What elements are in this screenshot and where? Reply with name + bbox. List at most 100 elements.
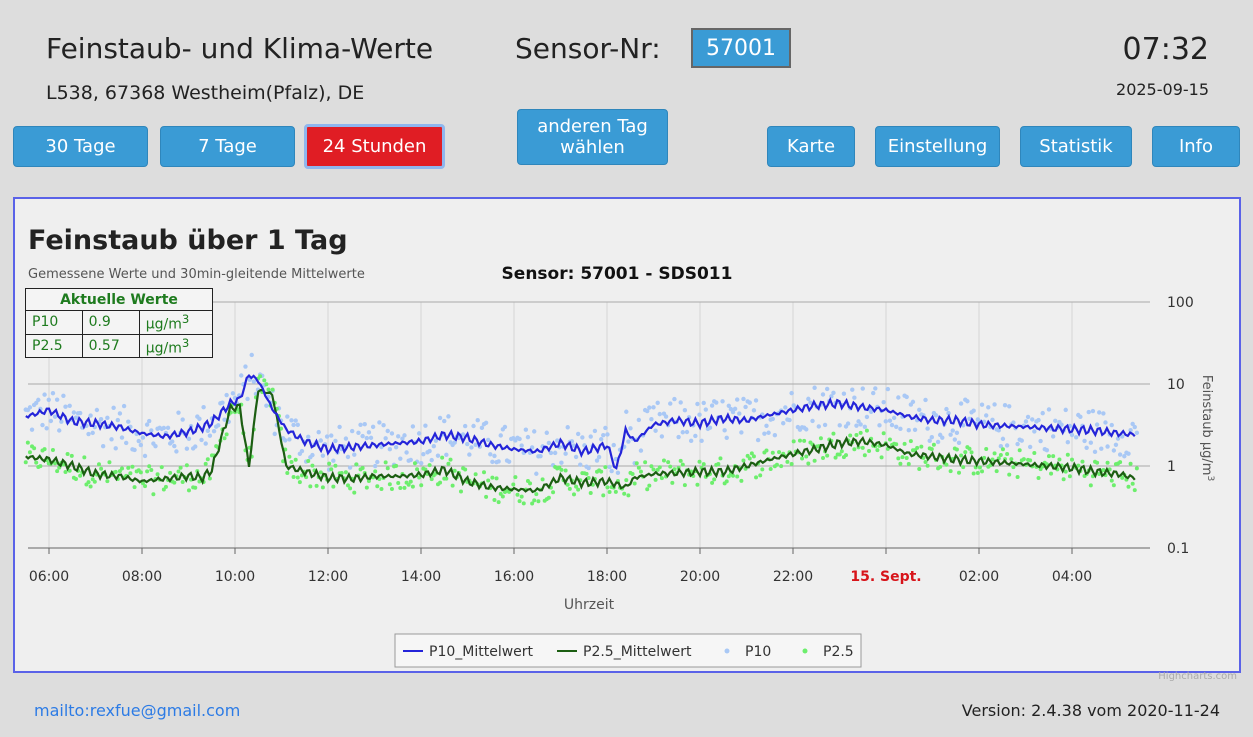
p25-point: [222, 436, 227, 441]
p25-point: [438, 480, 443, 485]
p10-point: [431, 444, 436, 449]
p10-point: [111, 405, 116, 411]
p25-point: [977, 465, 982, 470]
p10-point: [950, 428, 955, 433]
p25-point: [50, 447, 55, 452]
p10-point: [770, 416, 775, 422]
p10-point: [184, 446, 190, 451]
p25-point: [86, 480, 91, 485]
p25-point: [751, 454, 756, 459]
p10-point: [841, 391, 847, 396]
p10-point: [132, 447, 137, 453]
p10-point: [1073, 435, 1079, 440]
p10-point: [862, 424, 868, 430]
p25-point: [320, 485, 325, 490]
24-hours-button[interactable]: 24 Stunden: [304, 124, 445, 169]
p25-point: [1049, 471, 1054, 476]
p25-point: [739, 478, 744, 483]
p10-point: [883, 419, 888, 424]
p10-point: [1011, 420, 1016, 425]
p25-point: [818, 436, 823, 441]
p25-point: [266, 387, 271, 392]
p25-point: [990, 457, 995, 462]
p10-point: [1065, 440, 1071, 445]
legend-item-p10[interactable]: P10: [724, 644, 772, 660]
p25-point: [1105, 460, 1110, 465]
p25-point: [929, 447, 934, 452]
p25-point: [287, 454, 292, 459]
info-button[interactable]: Info: [1152, 126, 1240, 167]
other-day-button[interactable]: anderen Tag wählen: [517, 109, 668, 165]
p10-point: [586, 465, 591, 471]
p10-point: [366, 430, 372, 435]
statistics-button[interactable]: Statistik: [1020, 126, 1132, 167]
p25-point: [297, 480, 302, 485]
p25-point: [904, 456, 909, 461]
p10-point: [1097, 410, 1102, 415]
p10-point: [1023, 419, 1029, 424]
row-value: 0.57: [81, 333, 140, 359]
p10-point: [343, 436, 349, 441]
p10-point: [732, 406, 738, 412]
p10-point: [86, 431, 91, 437]
p10-point: [611, 442, 616, 448]
other-day-label-1: anderen Tag: [537, 116, 648, 137]
p10-point: [1019, 438, 1024, 443]
y-axis-label: Feinstaub µg/m3: [1199, 375, 1215, 481]
address: L538, 67368 Westheim(Pfalz), DE: [46, 82, 365, 104]
p25-point: [385, 466, 390, 471]
sensor-title: Sensor: 57001 - SDS011: [502, 264, 733, 284]
legend-item-p10-mean[interactable]: P10_Mittelwert: [403, 644, 534, 660]
p25-point: [352, 490, 357, 495]
chart-credits[interactable]: Highcharts.com: [1158, 671, 1237, 682]
p25-point: [96, 462, 101, 467]
p10-point: [498, 433, 503, 438]
p10-point: [605, 432, 610, 437]
p25-point: [178, 465, 183, 470]
p10-point: [655, 400, 660, 406]
map-button[interactable]: Karte: [767, 126, 855, 167]
p25-point: [864, 428, 869, 433]
p25-point: [607, 489, 612, 494]
p10-point: [337, 424, 342, 430]
p10-point: [850, 387, 855, 392]
settings-button[interactable]: Einstellung: [875, 126, 1000, 167]
p25-point: [417, 475, 422, 480]
p25-point: [159, 465, 164, 470]
p10-point: [320, 453, 326, 458]
p10-point: [389, 431, 395, 436]
p25-point: [180, 480, 185, 485]
p10-point: [272, 431, 277, 437]
y-axis-label-sup: 3: [1205, 475, 1215, 481]
legend-item-p25[interactable]: P2.5: [802, 644, 854, 660]
p25-point: [563, 468, 568, 473]
p10-point: [419, 461, 424, 466]
p10-point: [1101, 411, 1106, 416]
row-unit: µg/m3: [138, 333, 214, 359]
p10-point: [659, 434, 665, 439]
p25-point: [1009, 457, 1014, 462]
p10-point: [469, 445, 474, 450]
p25-point: [653, 477, 658, 482]
mail-link[interactable]: mailto:rexfue@gmail.com: [34, 701, 241, 720]
p10-point: [714, 400, 719, 405]
y-tick-label: 0.1: [1167, 541, 1189, 557]
p10-point: [762, 431, 767, 436]
p10-point: [224, 392, 229, 398]
p10-point: [1044, 447, 1050, 453]
7-days-button[interactable]: 7 Tage: [160, 126, 295, 167]
p25-point: [107, 460, 112, 465]
p25-point: [23, 460, 28, 465]
p25-point: [1118, 460, 1123, 465]
p25-point: [551, 490, 556, 495]
p10-point: [636, 417, 642, 423]
p10-point: [42, 392, 47, 397]
p25-point: [603, 465, 608, 470]
legend-item-p25-mean[interactable]: P2.5_Mittelwert: [557, 644, 692, 660]
30-days-button[interactable]: 30 Tage: [13, 126, 148, 167]
p25-point: [770, 450, 775, 455]
sensor-number-input[interactable]: 57001: [691, 28, 791, 68]
p10-point: [216, 423, 221, 428]
p25-point: [647, 483, 652, 488]
x-tick-label: 16:00: [494, 569, 534, 585]
